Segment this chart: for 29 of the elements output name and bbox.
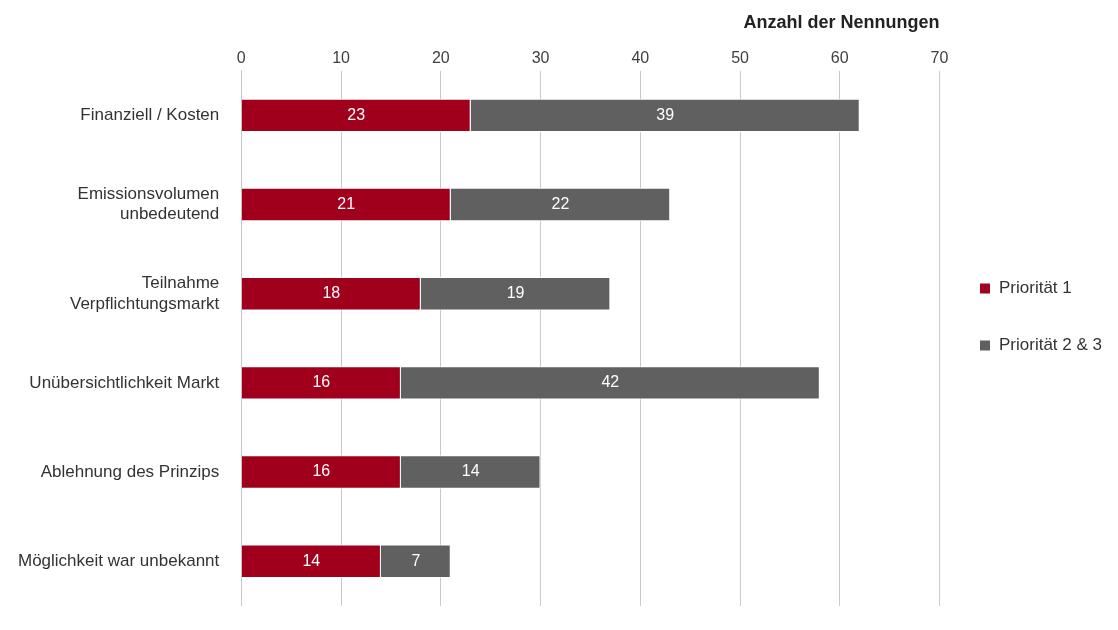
data-label: 21 — [337, 194, 356, 212]
x-tick-label: 30 — [531, 48, 550, 66]
x-tick-label: 0 — [236, 48, 246, 66]
data-label: 14 — [302, 551, 321, 569]
x-tick-label: 20 — [431, 48, 450, 66]
x-tick-label: 70 — [930, 48, 949, 66]
data-label: 23 — [347, 105, 366, 123]
data-label: 18 — [322, 284, 341, 302]
legend-label: Priorität 1 — [999, 278, 1072, 298]
data-label: 39 — [656, 105, 675, 123]
data-label: 14 — [461, 462, 480, 480]
x-tick-label: 60 — [830, 48, 849, 66]
y-tick-label: Emissionsvolumen unbedeutend — [77, 184, 220, 224]
data-label: 7 — [411, 551, 421, 569]
data-label: 19 — [506, 284, 525, 302]
y-tick-label: Möglichkeit war unbekannt — [18, 550, 220, 570]
data-label: 16 — [312, 373, 331, 391]
y-tick-label: Unübersichtlichkeit Markt — [29, 372, 220, 392]
x-tick-label: 10 — [332, 48, 351, 66]
x-axis-title: Anzahl der Nennungen — [743, 11, 940, 32]
y-tick-label: Finanziell / Kosten — [80, 105, 220, 125]
data-label: 16 — [312, 462, 331, 480]
data-label: 42 — [601, 373, 620, 391]
x-tick-label: 40 — [631, 48, 650, 66]
data-label: 22 — [551, 194, 570, 212]
x-tick-label: 50 — [731, 48, 750, 66]
legend-label: Priorität 2 & 3 — [999, 335, 1103, 355]
y-tick-label: Teilnahme Verpflichtungsmarkt — [69, 273, 220, 313]
y-tick-label: Ablehnung des Prinzips — [40, 461, 220, 481]
